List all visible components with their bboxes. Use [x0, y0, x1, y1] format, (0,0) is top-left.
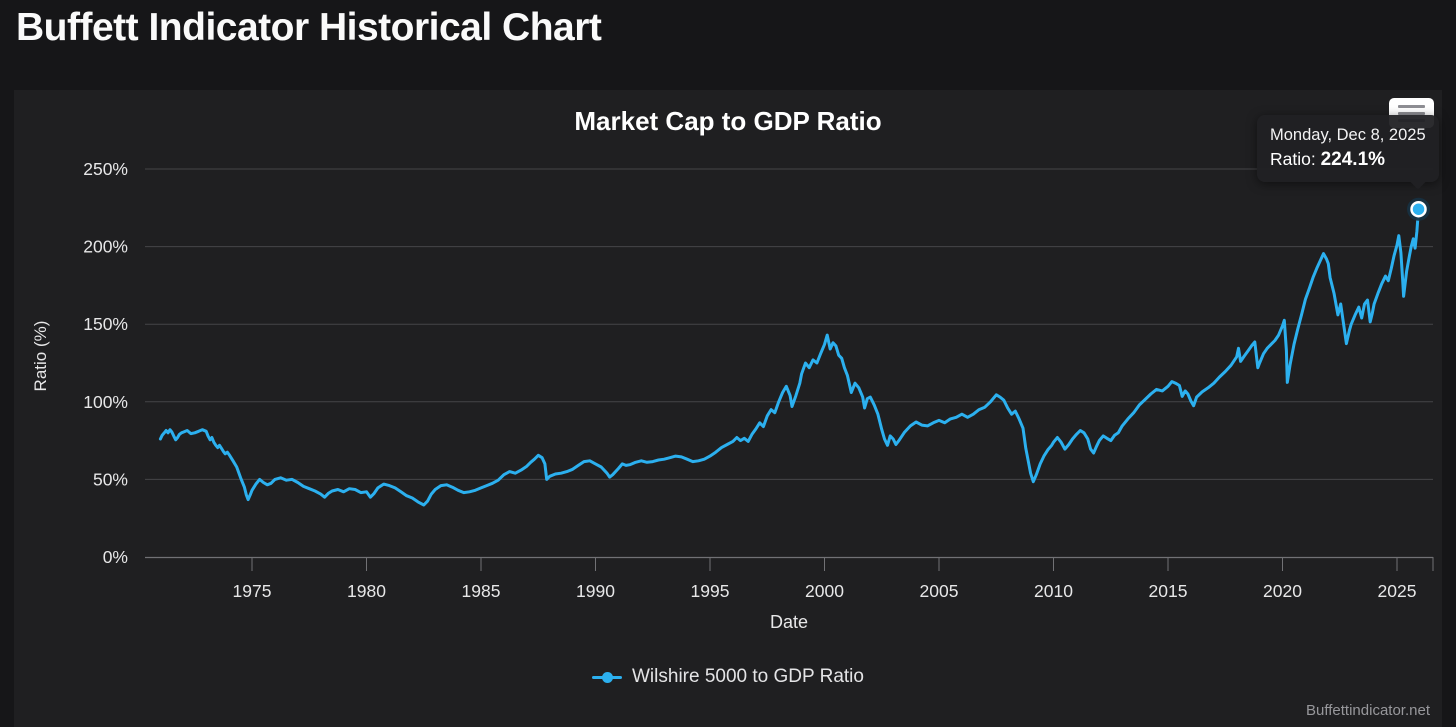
svg-text:2025: 2025 — [1378, 581, 1417, 601]
tooltip-date: Monday, Dec 8, 2025 — [1270, 126, 1426, 144]
svg-text:2015: 2015 — [1149, 581, 1188, 601]
legend-line-marker-icon — [592, 671, 622, 683]
svg-text:2010: 2010 — [1034, 581, 1073, 601]
svg-text:2020: 2020 — [1263, 581, 1302, 601]
svg-text:1990: 1990 — [576, 581, 615, 601]
svg-text:0%: 0% — [103, 547, 128, 567]
chart-panel: Market Cap to GDP Ratio Ratio (%) 0% 50% 1… — [14, 90, 1442, 727]
highlighted-point-marker — [1410, 200, 1427, 218]
svg-text:1975: 1975 — [233, 581, 272, 601]
watermark: Buffettindicator.net — [1306, 702, 1430, 719]
legend-label: Wilshire 5000 to GDP Ratio — [632, 666, 864, 687]
chart-title: Market Cap to GDP Ratio — [574, 106, 882, 136]
svg-text:1985: 1985 — [462, 581, 501, 601]
svg-text:250%: 250% — [83, 159, 128, 179]
page-title: Buffett Indicator Historical Chart — [16, 6, 602, 49]
svg-text:2000: 2000 — [805, 581, 844, 601]
svg-text:1995: 1995 — [691, 581, 730, 601]
svg-text:150%: 150% — [83, 314, 128, 334]
legend-item-wilshire[interactable]: Wilshire 5000 to GDP Ratio — [592, 666, 864, 688]
svg-text:1980: 1980 — [347, 581, 386, 601]
tooltip: Monday, Dec 8, 2025 Ratio: 224.1% — [1257, 115, 1439, 190]
svg-text:50%: 50% — [93, 469, 128, 489]
menu-icon — [1398, 104, 1425, 108]
legend: Wilshire 5000 to GDP Ratio — [14, 666, 1442, 688]
svg-text:100%: 100% — [83, 392, 128, 412]
chart-plot[interactable]: 0% 50% 100% 150% 200% 250% 1975 1980 1985 1990 199… — [14, 90, 1442, 727]
x-axis-title: Date — [769, 612, 809, 632]
tooltip-ratio: Ratio: 224.1% — [1270, 147, 1426, 172]
svg-text:200%: 200% — [83, 237, 128, 257]
tooltip-ratio-label: Ratio: — [1270, 149, 1316, 169]
svg-text:2005: 2005 — [920, 581, 959, 601]
tooltip-ratio-value: 224.1% — [1320, 149, 1386, 170]
